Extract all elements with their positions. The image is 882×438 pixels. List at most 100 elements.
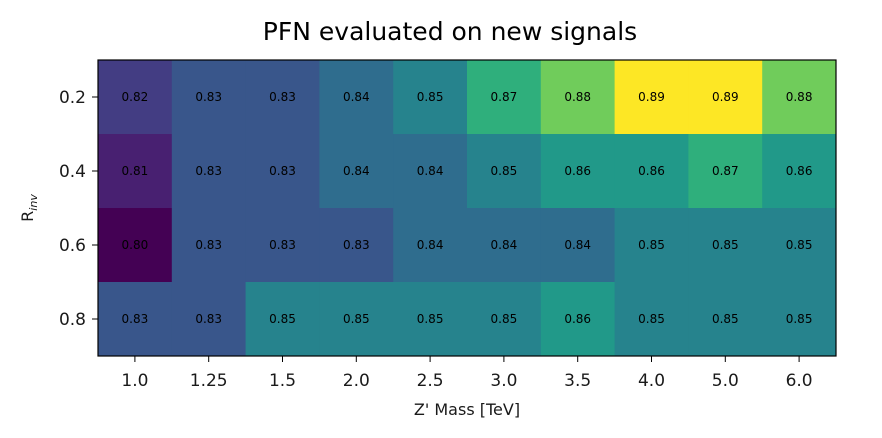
heatmap-cell: [319, 134, 394, 209]
heatmap-cell: [245, 134, 320, 209]
cell-value-label: 0.85: [712, 238, 739, 252]
heatmap-cell: [467, 134, 542, 209]
cell-value-label: 0.81: [122, 164, 149, 178]
heatmap-cell: [540, 60, 616, 135]
heatmap-cell: [688, 134, 763, 209]
cell-value-label: 0.85: [638, 312, 665, 326]
y-axis-label-main: R: [18, 211, 37, 222]
x-tick-label: 2.5: [417, 371, 444, 391]
heatmap-cell: [762, 282, 837, 357]
heatmap-cell: [614, 208, 689, 283]
cell-value-label: 0.86: [564, 312, 591, 326]
heatmap-cell: [614, 134, 689, 209]
heatmap-cell: [393, 282, 468, 357]
x-tick-label: 1.0: [121, 371, 148, 391]
x-tick-label: 4.0: [638, 371, 665, 391]
cell-value-label: 0.86: [638, 164, 665, 178]
cell-value-label: 0.83: [195, 312, 222, 326]
cell-value-label: 0.84: [343, 90, 370, 104]
cell-value-label: 0.84: [417, 238, 444, 252]
heatmap-cell: [614, 60, 689, 135]
cell-value-label: 0.84: [491, 238, 518, 252]
cell-value-label: 0.88: [786, 90, 813, 104]
heatmap-cell: [393, 134, 468, 209]
heatmap-cell: [245, 282, 320, 357]
cell-value-label: 0.85: [712, 312, 739, 326]
x-axis-ticks: 1.0 1.25 1.5 2.0 2.5 3.0 3.5 4.0 5.0 6.0: [121, 356, 813, 391]
cell-value-label: 0.85: [638, 238, 665, 252]
heatmap-cell: [245, 60, 320, 135]
heatmap-cell: [762, 134, 837, 209]
heatmap-cell: [762, 208, 837, 283]
heatmap-cell: [319, 208, 394, 283]
x-tick-label: 3.0: [490, 371, 517, 391]
y-tick-label: 0.2: [59, 88, 86, 108]
heatmap-cell: [98, 134, 173, 209]
heatmap-cell: [98, 208, 173, 283]
cell-value-label: 0.85: [786, 312, 813, 326]
x-tick-label: 2.0: [343, 371, 370, 391]
y-tick-label: 0.4: [59, 162, 86, 182]
cell-value-label: 0.85: [417, 90, 444, 104]
cell-value-label: 0.89: [712, 90, 739, 104]
heatmap-cell: [762, 60, 837, 135]
cell-value-label: 0.86: [564, 164, 591, 178]
heatmap-cell: [171, 282, 247, 357]
heatmap-cell: [245, 208, 320, 283]
cell-value-label: 0.82: [122, 90, 149, 104]
y-axis-ticks: 0.2 0.4 0.6 0.8: [59, 88, 98, 330]
heatmap-cells: [98, 60, 837, 357]
x-tick-label: 6.0: [786, 371, 813, 391]
cell-value-label: 0.85: [343, 312, 370, 326]
heatmap-cell-labels: 0.82 0.83 0.83 0.84 0.85 0.87 0.88 0.89 0.89 0.88…: [122, 90, 813, 326]
x-tick-label: 3.5: [564, 371, 591, 391]
heatmap-cell: [540, 208, 616, 283]
cell-value-label: 0.89: [638, 90, 665, 104]
heatmap-cell: [393, 60, 468, 135]
cell-value-label: 0.85: [417, 312, 444, 326]
heatmap-cell: [98, 60, 173, 135]
heatmap-cell: [171, 60, 247, 135]
plot-frame: [97, 59, 837, 357]
heatmap-cell: [319, 60, 394, 135]
y-axis-label: Rinv: [18, 194, 40, 222]
heatmap-cell: [688, 208, 763, 283]
heatmap-cell: [319, 282, 394, 357]
cell-value-label: 0.87: [491, 90, 518, 104]
x-tick-label: 1.25: [190, 371, 228, 391]
cell-value-label: 0.83: [122, 312, 149, 326]
cell-value-label: 0.83: [269, 238, 296, 252]
y-axis-label-sub: inv: [27, 194, 40, 211]
heatmap-cell: [171, 134, 247, 209]
x-tick-label: 5.0: [712, 371, 739, 391]
heatmap-cell: [614, 282, 689, 357]
cell-value-label: 0.84: [564, 238, 591, 252]
chart-title: PFN evaluated on new signals: [263, 17, 637, 46]
y-tick-label: 0.6: [59, 236, 86, 256]
y-tick-label: 0.8: [59, 310, 86, 330]
heatmap-cell: [467, 208, 542, 283]
cell-value-label: 0.83: [195, 164, 222, 178]
heatmap-cell: [467, 60, 542, 135]
cell-value-label: 0.85: [269, 312, 296, 326]
heatmap-cell: [467, 282, 542, 357]
cell-value-label: 0.83: [195, 238, 222, 252]
cell-value-label: 0.80: [122, 238, 149, 252]
heatmap-cell: [393, 208, 468, 283]
x-axis-label: Z' Mass [TeV]: [414, 400, 520, 419]
cell-value-label: 0.85: [491, 164, 518, 178]
heatmap-cell: [540, 134, 616, 209]
cell-value-label: 0.84: [343, 164, 370, 178]
cell-value-label: 0.84: [417, 164, 444, 178]
heatmap-cell: [688, 60, 763, 135]
cell-value-label: 0.83: [269, 164, 296, 178]
cell-value-label: 0.86: [786, 164, 813, 178]
heatmap-cell: [98, 282, 173, 357]
cell-value-label: 0.87: [712, 164, 739, 178]
heatmap-cell: [540, 282, 616, 357]
cell-value-label: 0.83: [343, 238, 370, 252]
cell-value-label: 0.85: [491, 312, 518, 326]
cell-value-label: 0.85: [786, 238, 813, 252]
cell-value-label: 0.88: [564, 90, 591, 104]
